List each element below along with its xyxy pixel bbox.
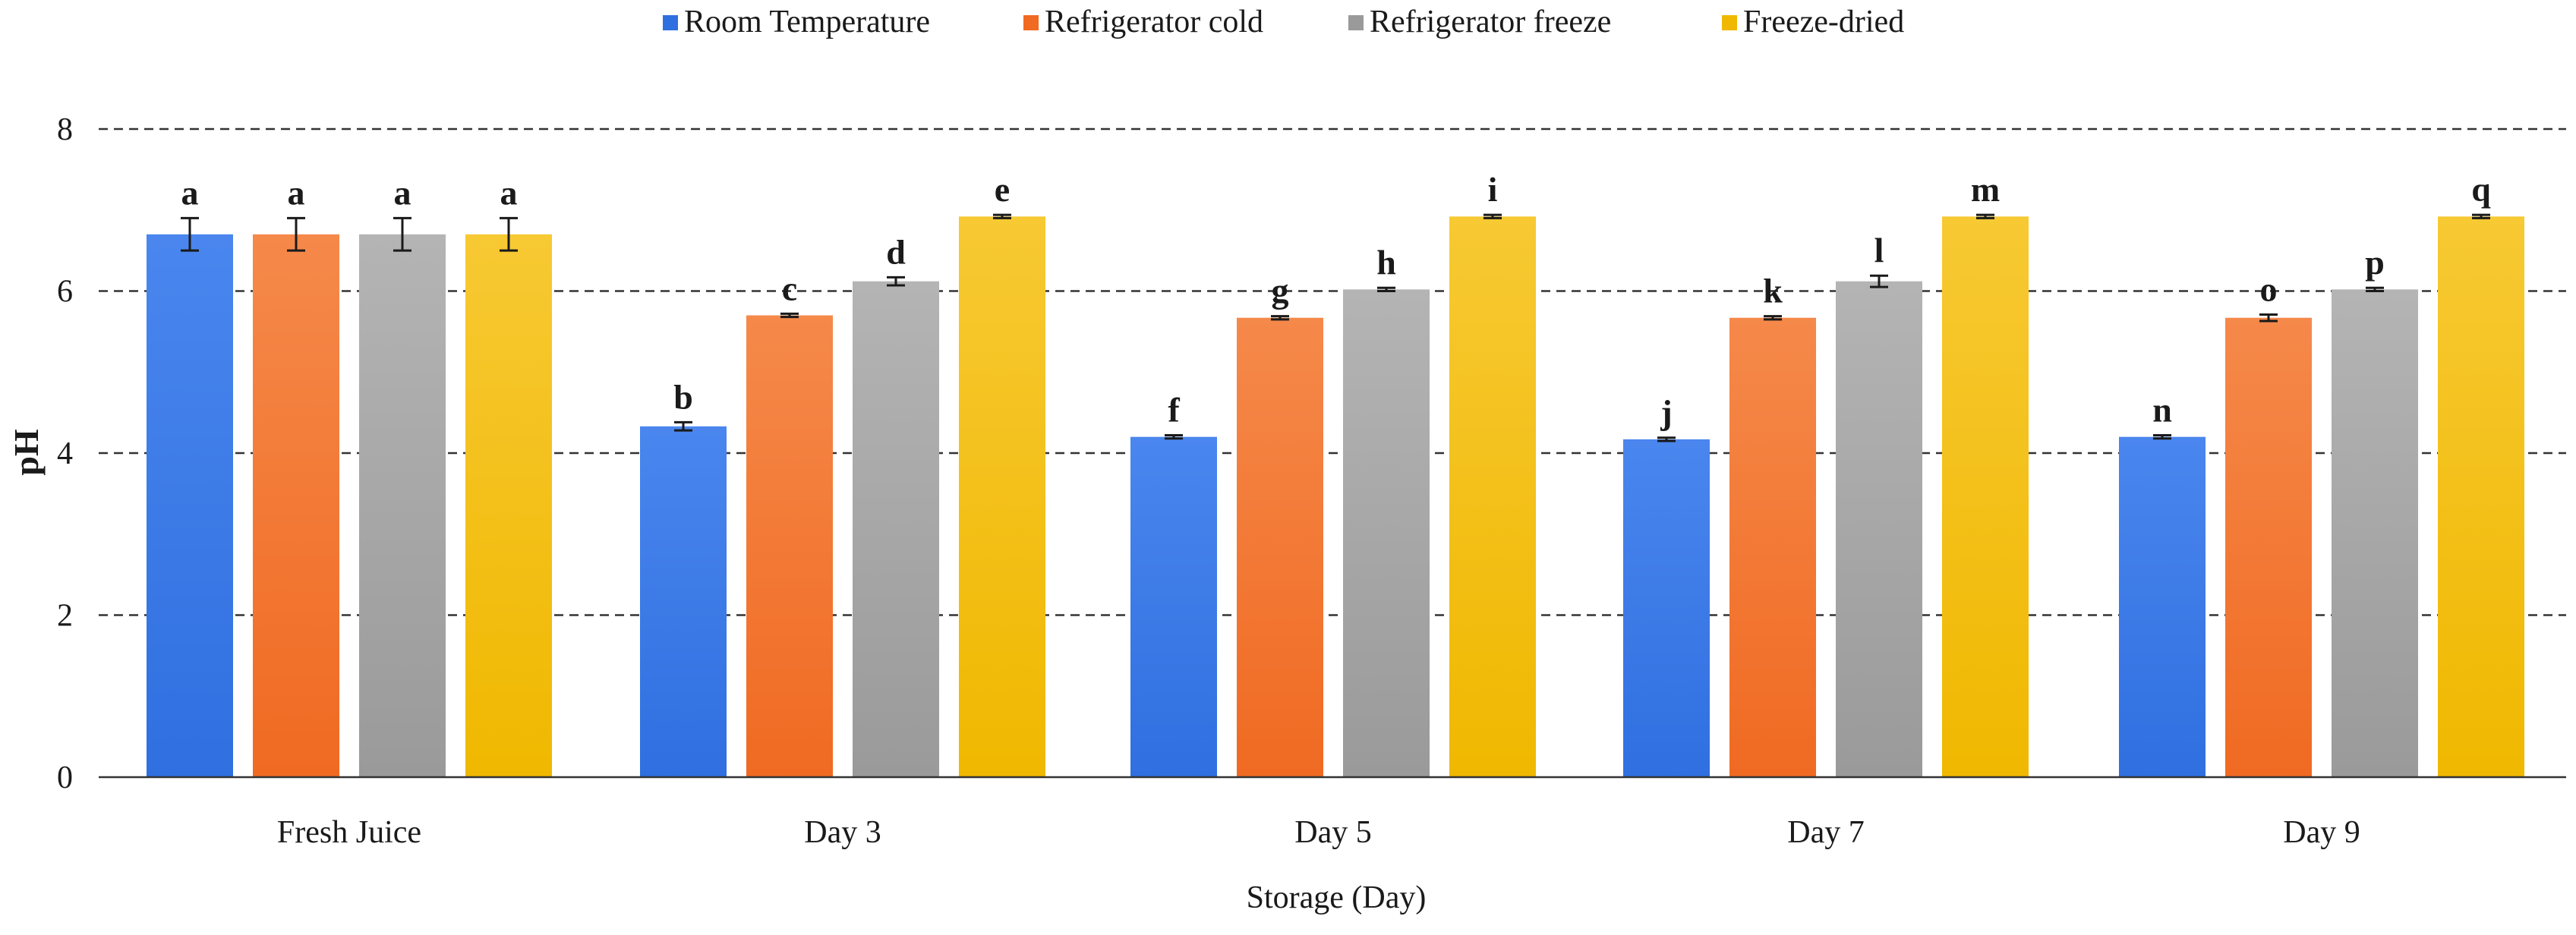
legend-label: Freeze-dried: [1743, 5, 1904, 39]
significance-label: a: [500, 173, 518, 212]
bar-room-temperature-0: [147, 234, 233, 777]
legend-item-refrigerator-cold: Refrigerator cold: [1023, 5, 1263, 39]
significance-label: m: [1971, 170, 2000, 209]
legend-item-refrigerator-freeze: Refrigerator freeze: [1348, 5, 1611, 39]
significance-label: p: [2365, 243, 2385, 282]
bar-freeze-dried-2: [1449, 216, 1536, 777]
significance-label: h: [1376, 243, 1396, 282]
error-bar: [500, 216, 518, 252]
bar-room-temperature-1: [640, 426, 727, 777]
error-bar: [2259, 313, 2278, 323]
bar-refrigerator-freeze-0: [359, 234, 446, 777]
significance-label: j: [1660, 393, 1672, 432]
error-bar: [1377, 286, 1395, 292]
y-tick-label-8: 8: [57, 112, 73, 147]
bar-refrigerator-freeze-2: [1343, 289, 1430, 777]
legend-label: Refrigerator cold: [1045, 5, 1263, 39]
significance-label: a: [181, 173, 199, 212]
y-tick-label-4: 4: [57, 436, 73, 471]
bar-room-temperature-3: [1623, 439, 1710, 777]
error-bar: [1657, 436, 1676, 442]
y-tick-label-6: 6: [57, 275, 73, 310]
significance-label: c: [782, 269, 797, 307]
error-bar: [1764, 315, 1782, 321]
bar-freeze-dried-0: [465, 234, 552, 777]
legend-label: Refrigerator freeze: [1370, 5, 1611, 39]
bar-refrigerator-cold-0: [253, 234, 339, 777]
bar-refrigerator-freeze-4: [2332, 289, 2418, 777]
significance-label: d: [886, 232, 906, 271]
significance-label: i: [1488, 170, 1498, 209]
error-bar: [674, 420, 692, 432]
significance-label: o: [2260, 269, 2278, 308]
legend-label: Room Temperature: [684, 5, 930, 39]
significance-label: n: [2152, 391, 2172, 430]
error-bar: [993, 213, 1011, 219]
error-bar: [780, 312, 799, 319]
bar-refrigerator-cold-4: [2225, 317, 2312, 777]
bar-refrigerator-freeze-3: [1836, 281, 1922, 777]
error-bar: [1870, 274, 1888, 288]
error-bar: [1483, 213, 1502, 219]
bar-refrigerator-freeze-1: [853, 281, 939, 777]
significance-label: g: [1272, 272, 1289, 310]
y-tick-label-0: 0: [57, 760, 73, 795]
x-category-label: Day 5: [1294, 815, 1371, 850]
bar-freeze-dried-3: [1942, 216, 2029, 777]
bar-refrigerator-cold-1: [746, 315, 833, 777]
bars: a a a a b c d e f g h i j k l m n o p q: [147, 170, 2524, 777]
error-bar: [2153, 434, 2171, 440]
error-bar: [2366, 286, 2384, 292]
bar-refrigerator-cold-3: [1729, 317, 1816, 777]
bar-room-temperature-2: [1130, 436, 1217, 777]
legend-item-room-temperature: Room Temperature: [663, 5, 930, 39]
error-bar: [2472, 213, 2490, 219]
significance-label: l: [1874, 231, 1884, 269]
significance-label: e: [995, 170, 1010, 209]
y-axis-title: pH: [7, 429, 46, 476]
significance-label: b: [673, 377, 693, 416]
x-category-label: Day 7: [1787, 815, 1864, 850]
y-axis-ticks: 0 2 4 6 8: [57, 112, 73, 795]
legend-swatch: [1348, 15, 1364, 30]
error-bar: [1165, 434, 1183, 440]
legend-swatch: [1023, 15, 1039, 30]
x-category-label: Fresh Juice: [277, 815, 421, 850]
significance-label: a: [394, 173, 411, 212]
bar-freeze-dried-4: [2438, 216, 2524, 777]
bar-freeze-dried-1: [959, 216, 1045, 777]
significance-label: q: [2471, 170, 2491, 209]
x-category-label: Day 9: [2283, 815, 2360, 850]
x-category-label: Day 3: [804, 815, 881, 850]
error-bar: [287, 216, 305, 252]
error-bar: [181, 216, 199, 252]
error-bar: [393, 216, 411, 252]
significance-label: f: [1168, 391, 1180, 430]
significance-label: k: [1763, 272, 1783, 310]
x-axis-categories: Fresh Juice Day 3 Day 5 Day 7 Day 9: [277, 815, 2360, 850]
bar-refrigerator-cold-2: [1237, 317, 1323, 777]
error-bar: [887, 275, 905, 287]
x-axis-title: Storage (Day): [1247, 880, 1427, 915]
legend-swatch: [1722, 15, 1737, 30]
y-tick-label-2: 2: [57, 599, 73, 634]
error-bar: [1271, 315, 1289, 321]
legend-item-freeze-dried: Freeze-dried: [1722, 5, 1904, 39]
legend: Room Temperature Refrigerator cold Refrige…: [663, 5, 1904, 39]
significance-label: a: [288, 173, 305, 212]
error-bar: [1976, 213, 1994, 219]
legend-swatch: [663, 15, 678, 30]
bar-room-temperature-4: [2119, 436, 2206, 777]
